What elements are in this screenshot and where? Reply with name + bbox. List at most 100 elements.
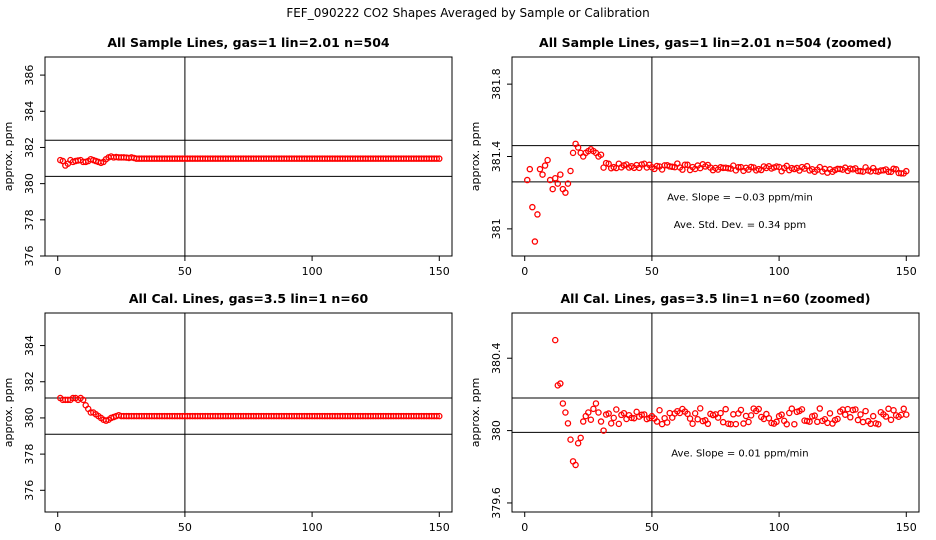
data-point xyxy=(597,418,605,425)
y-tick-label: 386 xyxy=(23,65,36,86)
data-point xyxy=(562,409,569,416)
data-point xyxy=(844,405,852,413)
data-point xyxy=(564,180,572,187)
chart-panel-4: All Cal. Lines, gas=3.5 lin=1 n=60 (zoom… xyxy=(469,291,920,534)
data-point xyxy=(600,427,607,434)
data-point xyxy=(773,163,780,170)
data-point xyxy=(534,211,541,218)
data-point xyxy=(689,420,696,428)
y-tick-label: 381 xyxy=(490,218,503,239)
y-tick-label: 379.6 xyxy=(490,487,503,519)
data-point xyxy=(436,155,443,162)
data-point xyxy=(669,163,676,171)
data-point xyxy=(732,420,740,428)
data-point xyxy=(798,406,806,413)
y-axis-label: approx. ppm xyxy=(2,122,15,192)
data-point xyxy=(526,165,534,173)
data-point xyxy=(607,420,615,427)
data-point xyxy=(862,407,869,415)
annotation-text: Ave. Slope = −0.03 ppm/min xyxy=(667,192,813,203)
data-point xyxy=(890,165,897,173)
data-point xyxy=(567,436,574,443)
x-tick-label: 100 xyxy=(769,265,790,278)
data-point xyxy=(557,380,564,387)
data-point xyxy=(903,411,910,418)
chart-panel-3: All Cal. Lines, gas=3.5 lin=1 n=60 approx… xyxy=(2,291,453,534)
data-point xyxy=(897,170,905,177)
data-point xyxy=(633,408,640,416)
y-axis-label: approx. ppm xyxy=(469,122,482,192)
x-tick-label: 150 xyxy=(896,265,917,278)
data-point xyxy=(730,411,737,418)
data-point xyxy=(854,416,862,424)
data-point xyxy=(696,405,704,412)
data-point xyxy=(875,420,882,428)
data-point xyxy=(811,412,818,419)
data-point xyxy=(574,144,582,151)
data-point xyxy=(826,410,834,417)
data-point xyxy=(557,171,564,178)
panel-title: All Sample Lines, gas=1 lin=2.01 n=504 (… xyxy=(539,35,892,50)
y-tick-label: 378 xyxy=(23,444,36,465)
data-point xyxy=(605,410,612,417)
data-point xyxy=(679,166,686,173)
y-tick-label: 381.4 xyxy=(490,141,503,173)
data-point xyxy=(885,168,892,176)
data-point xyxy=(529,203,536,211)
data-point xyxy=(816,405,824,412)
data-point xyxy=(778,411,785,418)
chart-panel-2: All Sample Lines, gas=1 lin=2.01 n=504 (… xyxy=(469,35,920,278)
data-point xyxy=(653,418,661,425)
data-point xyxy=(536,165,544,173)
data-point xyxy=(684,410,691,418)
data-point xyxy=(554,180,562,187)
data-point xyxy=(857,411,864,418)
data-point xyxy=(663,419,671,426)
data-point xyxy=(613,406,620,413)
panel-title: All Cal. Lines, gas=3.5 lin=1 n=60 (zoom… xyxy=(561,291,871,306)
data-point xyxy=(814,418,821,426)
y-tick-label: 376 xyxy=(23,246,36,267)
x-tick-label: 100 xyxy=(302,265,323,278)
data-point xyxy=(564,420,572,427)
data-point xyxy=(903,167,910,175)
y-tick-label: 384 xyxy=(23,335,36,356)
y-tick-label: 380 xyxy=(23,407,36,428)
data-point xyxy=(857,167,864,175)
data-point xyxy=(847,414,854,421)
data-point xyxy=(531,238,539,245)
data-point xyxy=(595,409,602,416)
data-point xyxy=(541,162,549,169)
panel-title: All Cal. Lines, gas=3.5 lin=1 n=60 xyxy=(129,291,369,306)
data-point xyxy=(791,420,798,428)
data-point xyxy=(859,418,867,426)
data-point xyxy=(559,400,567,407)
data-point xyxy=(569,149,577,157)
data-point xyxy=(887,416,895,424)
y-tick-label: 382 xyxy=(23,137,36,158)
data-point xyxy=(724,420,732,428)
y-axis-label: approx. ppm xyxy=(469,378,482,448)
chart-panel-1: All Sample Lines, gas=1 lin=2.01 n=504 ap… xyxy=(2,35,453,278)
data-point xyxy=(852,406,859,413)
y-tick-label: 381.8 xyxy=(490,68,503,100)
data-point xyxy=(653,162,661,170)
data-point xyxy=(742,412,750,420)
panel-title: All Sample Lines, gas=1 lin=2.01 n=504 xyxy=(107,35,390,50)
data-point xyxy=(587,416,595,423)
data-point xyxy=(574,440,582,447)
y-tick-label: 380 xyxy=(23,173,36,194)
data-point xyxy=(788,405,796,412)
data-point xyxy=(433,155,440,162)
data-point xyxy=(551,336,559,344)
data-point xyxy=(773,418,780,426)
x-tick-label: 100 xyxy=(302,521,323,534)
data-point xyxy=(694,415,701,423)
data-point xyxy=(579,418,587,425)
x-tick-label: 0 xyxy=(521,265,528,278)
x-tick-label: 50 xyxy=(645,521,659,534)
data-point xyxy=(436,412,443,420)
y-tick-label: 380 xyxy=(490,420,503,441)
